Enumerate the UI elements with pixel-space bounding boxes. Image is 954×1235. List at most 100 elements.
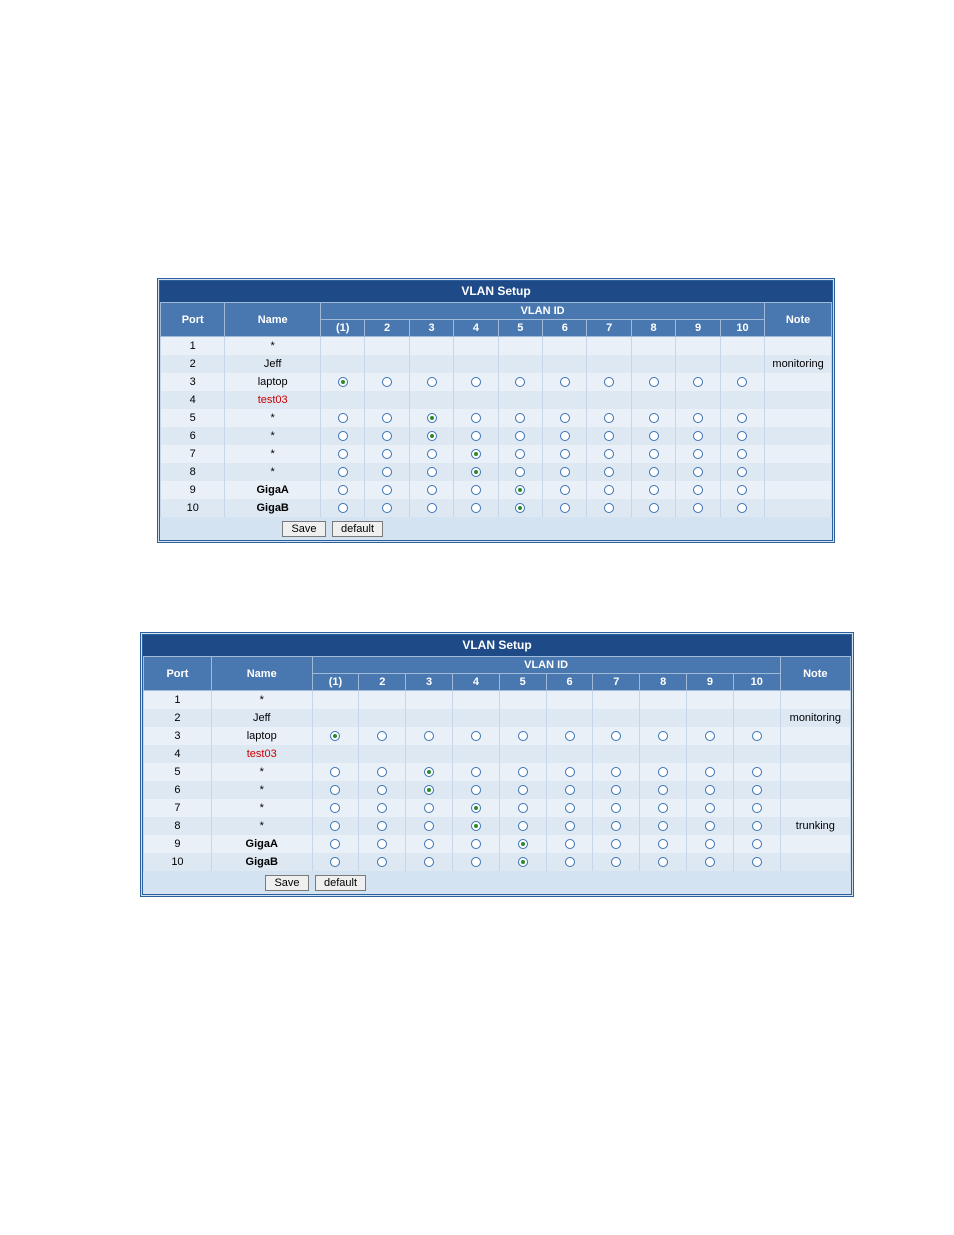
vlan-radio-selected[interactable]: [518, 839, 528, 849]
default-button[interactable]: default: [315, 875, 366, 891]
vlan-radio[interactable]: [424, 839, 434, 849]
vlan-radio[interactable]: [382, 467, 392, 477]
vlan-radio[interactable]: [515, 431, 525, 441]
vlan-radio[interactable]: [560, 485, 570, 495]
vlan-radio[interactable]: [330, 857, 340, 867]
vlan-radio[interactable]: [338, 503, 348, 513]
vlan-radio[interactable]: [515, 413, 525, 423]
vlan-radio[interactable]: [515, 467, 525, 477]
vlan-radio[interactable]: [705, 767, 715, 777]
vlan-radio[interactable]: [604, 485, 614, 495]
vlan-radio[interactable]: [560, 467, 570, 477]
save-button[interactable]: Save: [282, 521, 325, 537]
vlan-radio[interactable]: [649, 449, 659, 459]
vlan-radio[interactable]: [424, 821, 434, 831]
vlan-radio[interactable]: [471, 485, 481, 495]
vlan-radio[interactable]: [565, 839, 575, 849]
vlan-radio[interactable]: [338, 413, 348, 423]
vlan-radio[interactable]: [518, 767, 528, 777]
vlan-radio[interactable]: [338, 485, 348, 495]
vlan-radio[interactable]: [705, 839, 715, 849]
vlan-radio-selected[interactable]: [471, 803, 481, 813]
vlan-radio[interactable]: [471, 785, 481, 795]
vlan-radio[interactable]: [382, 413, 392, 423]
vlan-radio[interactable]: [382, 449, 392, 459]
vlan-radio[interactable]: [658, 731, 668, 741]
vlan-radio[interactable]: [424, 731, 434, 741]
vlan-radio[interactable]: [338, 467, 348, 477]
vlan-radio[interactable]: [658, 839, 668, 849]
vlan-radio[interactable]: [560, 449, 570, 459]
vlan-radio[interactable]: [693, 431, 703, 441]
vlan-radio[interactable]: [649, 431, 659, 441]
vlan-radio[interactable]: [382, 431, 392, 441]
vlan-radio[interactable]: [427, 449, 437, 459]
vlan-radio[interactable]: [330, 803, 340, 813]
vlan-radio[interactable]: [737, 431, 747, 441]
vlan-radio-selected[interactable]: [471, 449, 481, 459]
vlan-radio[interactable]: [377, 857, 387, 867]
vlan-radio[interactable]: [693, 377, 703, 387]
vlan-radio[interactable]: [560, 377, 570, 387]
vlan-radio-selected[interactable]: [518, 857, 528, 867]
vlan-radio[interactable]: [377, 767, 387, 777]
vlan-radio[interactable]: [705, 857, 715, 867]
vlan-radio[interactable]: [377, 785, 387, 795]
vlan-radio-selected[interactable]: [427, 413, 437, 423]
vlan-radio[interactable]: [565, 731, 575, 741]
vlan-radio-selected[interactable]: [330, 731, 340, 741]
vlan-radio[interactable]: [705, 821, 715, 831]
vlan-radio[interactable]: [611, 767, 621, 777]
vlan-radio[interactable]: [565, 803, 575, 813]
vlan-radio[interactable]: [330, 821, 340, 831]
vlan-radio[interactable]: [604, 431, 614, 441]
vlan-radio[interactable]: [705, 731, 715, 741]
vlan-radio[interactable]: [427, 467, 437, 477]
vlan-radio[interactable]: [693, 503, 703, 513]
vlan-radio[interactable]: [427, 503, 437, 513]
vlan-radio[interactable]: [693, 467, 703, 477]
vlan-radio[interactable]: [424, 857, 434, 867]
vlan-radio[interactable]: [560, 503, 570, 513]
save-button[interactable]: Save: [265, 875, 308, 891]
vlan-radio-selected[interactable]: [471, 821, 481, 831]
vlan-radio[interactable]: [565, 857, 575, 867]
vlan-radio[interactable]: [752, 803, 762, 813]
vlan-radio[interactable]: [382, 503, 392, 513]
vlan-radio[interactable]: [658, 767, 668, 777]
vlan-radio[interactable]: [560, 413, 570, 423]
vlan-radio[interactable]: [427, 485, 437, 495]
vlan-radio[interactable]: [382, 377, 392, 387]
vlan-radio[interactable]: [471, 839, 481, 849]
vlan-radio[interactable]: [611, 821, 621, 831]
vlan-radio[interactable]: [658, 785, 668, 795]
vlan-radio[interactable]: [737, 503, 747, 513]
vlan-radio-selected[interactable]: [338, 377, 348, 387]
vlan-radio[interactable]: [330, 839, 340, 849]
vlan-radio[interactable]: [705, 785, 715, 795]
vlan-radio[interactable]: [338, 449, 348, 459]
vlan-radio[interactable]: [649, 485, 659, 495]
vlan-radio[interactable]: [737, 449, 747, 459]
vlan-radio[interactable]: [471, 503, 481, 513]
vlan-radio[interactable]: [737, 467, 747, 477]
vlan-radio[interactable]: [752, 839, 762, 849]
vlan-radio[interactable]: [518, 785, 528, 795]
vlan-radio[interactable]: [611, 731, 621, 741]
vlan-radio[interactable]: [604, 377, 614, 387]
vlan-radio[interactable]: [515, 377, 525, 387]
vlan-radio[interactable]: [658, 857, 668, 867]
vlan-radio[interactable]: [424, 803, 434, 813]
vlan-radio[interactable]: [518, 731, 528, 741]
default-button[interactable]: default: [332, 521, 383, 537]
vlan-radio[interactable]: [515, 449, 525, 459]
vlan-radio[interactable]: [604, 413, 614, 423]
vlan-radio[interactable]: [649, 377, 659, 387]
vlan-radio[interactable]: [377, 839, 387, 849]
vlan-radio[interactable]: [611, 839, 621, 849]
vlan-radio[interactable]: [752, 857, 762, 867]
vlan-radio[interactable]: [377, 731, 387, 741]
vlan-radio[interactable]: [560, 431, 570, 441]
vlan-radio[interactable]: [737, 377, 747, 387]
vlan-radio[interactable]: [377, 821, 387, 831]
